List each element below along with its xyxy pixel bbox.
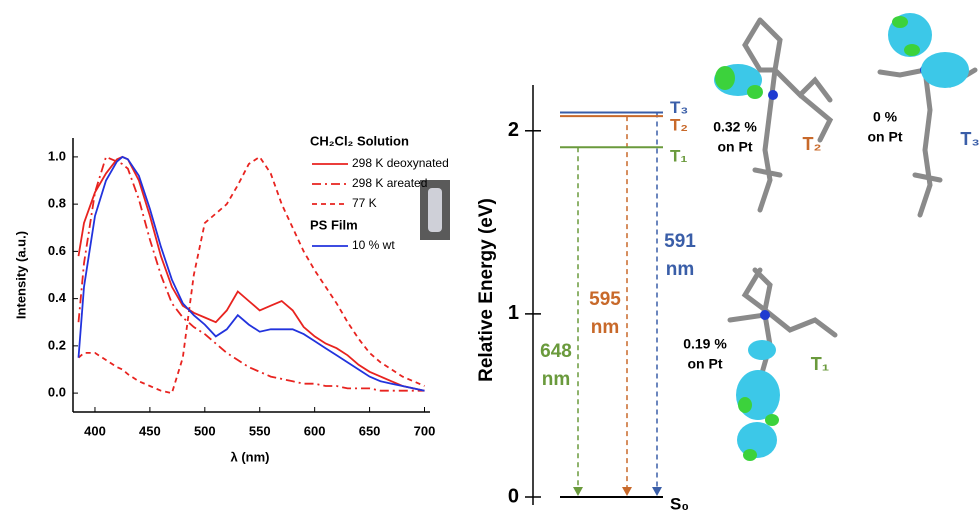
level-name: S₀ [670, 494, 689, 513]
transition-label: nm [542, 369, 571, 390]
level-name: T₁ [670, 147, 687, 166]
orbital-state: T₂ [803, 134, 822, 154]
transition-label: 591 [664, 231, 696, 252]
orbital-note: on Pt [868, 129, 903, 145]
x-tick-label: 600 [304, 423, 326, 438]
transition-label: 595 [589, 289, 621, 310]
y-axis-label: Intensity (a.u.) [13, 231, 28, 319]
x-axis-label: λ (nm) [231, 449, 270, 464]
x-tick-label: 650 [359, 423, 381, 438]
transition-label: nm [666, 259, 695, 280]
y-tick-label: 0.2 [48, 337, 66, 352]
series-line [77, 155, 425, 392]
legend-title: CH₂Cl₂ Solution [310, 133, 409, 148]
orbital-state: T₁ [811, 354, 829, 374]
legend-label: 77 K [352, 196, 377, 210]
legend-label: 298 K areated [352, 176, 427, 190]
y-tick-label: 2 [508, 119, 519, 141]
orbital-note: on Pt [688, 356, 723, 372]
arrow-head [622, 487, 632, 496]
y-tick-label: 1.0 [48, 148, 66, 163]
legend-title: PS Film [310, 217, 358, 232]
legend-label: 10 % wt [352, 238, 395, 252]
arrow-head [573, 487, 583, 496]
arrow-head [652, 487, 662, 496]
x-tick-label: 700 [414, 423, 436, 438]
series-line [77, 155, 425, 392]
legend-label: 298 K deoxynated [352, 156, 449, 170]
y-tick-label: 0.4 [48, 290, 67, 305]
orbital-note: 0.32 % [713, 119, 757, 135]
molecule-t2 [714, 17, 834, 213]
y-tick-label: 0 [508, 485, 519, 507]
y-tick-label: 0.6 [48, 243, 66, 258]
orbital-note: 0.19 % [683, 336, 727, 352]
molecule-t1 [727, 267, 838, 461]
y-axis-label: Relative Energy (eV) [476, 198, 497, 382]
x-tick-label: 400 [84, 423, 106, 438]
molecule-t3 [877, 13, 978, 218]
orbital-state: T₃ [960, 129, 979, 149]
level-name: T₃ [670, 98, 688, 117]
y-tick-label: 1 [508, 302, 519, 324]
series-line [77, 155, 425, 395]
x-tick-label: 550 [249, 423, 271, 438]
transition-label: nm [591, 317, 620, 338]
transition-label: 648 [540, 341, 572, 362]
orbital-note: 0 % [873, 109, 898, 125]
y-tick-label: 0.8 [48, 196, 66, 211]
vial-photo [420, 180, 450, 240]
y-tick-label: 0.0 [48, 385, 66, 400]
x-tick-label: 500 [194, 423, 216, 438]
level-name: T₂ [670, 116, 688, 135]
x-tick-label: 450 [139, 423, 161, 438]
orbital-note: on Pt [718, 139, 753, 155]
